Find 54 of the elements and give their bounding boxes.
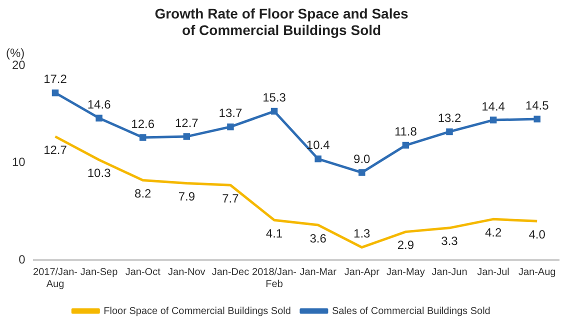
y-axis-title: (%) — [6, 46, 25, 60]
data-label: 4.1 — [266, 226, 283, 240]
point — [490, 116, 497, 124]
point — [402, 142, 410, 149]
data-label: 3.6 — [310, 231, 327, 246]
point — [270, 108, 278, 115]
point — [446, 128, 453, 136]
data-label: 4.2 — [484, 225, 502, 240]
data-label: 8.2 — [134, 186, 152, 201]
data-label: 4.0 — [528, 227, 546, 242]
data-label: 15.3 — [262, 90, 286, 105]
x-tick-label: 2017/Jan-Aug — [33, 266, 78, 290]
point — [314, 156, 322, 162]
point — [52, 89, 59, 96]
legend-label: Sales of Commercial Buildings Sold — [332, 306, 490, 317]
data-label: 9.0 — [354, 152, 371, 166]
x-tick-label: Jan-Mar — [300, 266, 338, 278]
data-label: 14.4 — [482, 99, 506, 114]
y-tick-label: 0 — [18, 252, 26, 266]
x-tick-label: Jan-Jun — [432, 266, 468, 278]
data-label: 12.6 — [131, 116, 155, 131]
data-label: 14.5 — [525, 98, 550, 112]
x-tick-label: Jan-Sep — [80, 266, 118, 278]
point — [96, 114, 102, 122]
data-label: 14.6 — [87, 97, 112, 112]
point — [227, 123, 234, 130]
data-label: 10.3 — [87, 166, 112, 180]
x-tick-label: Jan-May — [386, 266, 425, 278]
point — [139, 134, 146, 141]
x-tick-label: 2018/Jan-Feb — [252, 266, 297, 290]
data-label: 2.9 — [397, 238, 414, 252]
data-label: 13.7 — [218, 106, 242, 120]
x-tick-label: Jan-Nov — [168, 266, 206, 278]
chart-title: Growth Rate of Floor Space and Sales of Commercial Buildings Sold — [154, 5, 409, 38]
data-label: 7.7 — [222, 191, 240, 206]
point — [534, 116, 540, 122]
data-label: 11.8 — [394, 124, 418, 139]
point — [358, 169, 366, 176]
data-label: 17.2 — [44, 72, 68, 86]
x-tick-label: Jan-Apr — [344, 266, 380, 278]
x-tick-label: Jan-Jul — [477, 266, 510, 278]
x-tick-label: Jan-Dec — [212, 266, 250, 278]
point — [183, 133, 190, 140]
x-tick-label: Jan-Oct — [125, 266, 161, 278]
data-label: 1.3 — [354, 226, 371, 241]
y-tick-label: 10 — [12, 155, 26, 170]
data-label: 13.2 — [438, 111, 462, 126]
data-label: 7.9 — [178, 190, 196, 204]
data-label: 12.7 — [174, 116, 199, 130]
data-label: 12.7 — [44, 142, 68, 157]
data-label: 3.3 — [441, 234, 458, 248]
data-label: 10.4 — [306, 138, 330, 152]
x-tick-label: Jan-Aug — [518, 266, 556, 278]
legend-label: Floor Space of Commercial Buildings Sold — [104, 306, 291, 317]
